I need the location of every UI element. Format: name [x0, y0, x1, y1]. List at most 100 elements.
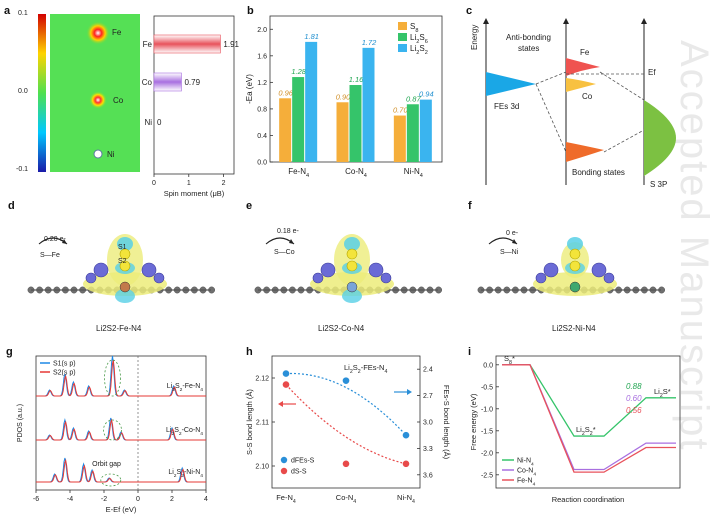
atom-s2-label: S2	[118, 258, 127, 265]
pdos-ylabel: PDOS (a.u.)	[17, 404, 24, 442]
panel-letter-b: b	[247, 5, 254, 17]
species-label-s8: S8*	[504, 354, 515, 366]
free-legend-label-1: Co-N4	[517, 468, 536, 478]
bond-right-tick-label: 3.0	[423, 420, 433, 427]
spin-bar-value-ni: 0	[157, 118, 162, 127]
panel-letter-c: c	[466, 5, 473, 17]
free-legend-label-2: Fe-N4	[517, 478, 536, 488]
pdos-legend-label-1: S2(s p)	[53, 370, 76, 377]
watermark: Accepted Manuscript	[672, 40, 710, 452]
bond-point-dfes-s-0	[282, 369, 290, 378]
sulfur-atom	[119, 248, 131, 260]
bar-ylabel: -Ea (eV)	[245, 74, 254, 104]
pdos-xlabel: E-Ef (eV)	[106, 505, 137, 514]
bond-category-label: Ni-N4	[397, 493, 415, 505]
metal-center-atom	[346, 281, 358, 293]
bar-ytick-label: 1.6	[257, 53, 267, 60]
bond-ylabel-left: S-S bond length (Å)	[245, 389, 254, 455]
bar-value-label: 1.16	[349, 75, 364, 84]
bond-legend-marker-0	[280, 456, 288, 464]
spin-bar-co	[153, 72, 182, 92]
bar-li2s2-0	[305, 41, 318, 162]
bond-point-ds-s-0	[282, 380, 290, 389]
panel-letter-f: f	[468, 200, 472, 212]
bond-left-tick-label: 2.10	[255, 464, 269, 471]
structure-ni-n4	[477, 237, 666, 296]
panel-letter-e: e	[246, 200, 253, 212]
pdos-xtick-label: 0	[136, 496, 140, 503]
bond-legend-label-1: dS-S	[291, 469, 307, 476]
pdos-xtick-label: 4	[204, 496, 208, 503]
colorbar	[38, 14, 46, 172]
bar-value-label: 0.94	[419, 90, 434, 99]
fe-level-label: Fe	[580, 48, 590, 57]
panel-letter-d: d	[8, 200, 15, 212]
pdos-trace-label: Li2S2-Fe-N4	[167, 383, 203, 393]
bar-ytick-label: 1.2	[257, 80, 267, 87]
bond-length-chart: 2.10 2.11 2.12 2.4 2.7 3.0 3.3 3.6 S-S bond leng…	[245, 355, 451, 505]
map-label-co: Co	[113, 96, 124, 105]
bar-li2s6-1	[349, 85, 362, 162]
isosurface-yellow	[334, 234, 370, 286]
bar-value-label: 1.28	[291, 67, 306, 76]
spin-bar-label-co: Co	[142, 78, 153, 87]
sulfur-atom	[119, 260, 131, 272]
species-label-li2s: Li2S*	[654, 387, 671, 399]
bond-right-tick-label: 2.4	[423, 367, 433, 374]
charge-arrow-head	[289, 239, 294, 244]
pdos-trace-label: Li2S2-Co-N4	[166, 427, 203, 437]
bond-point-ds-s-1	[342, 459, 350, 468]
orbital-diagram	[483, 18, 676, 185]
bar-value-label: 0.87	[406, 94, 421, 103]
sulfur-atom	[569, 260, 581, 272]
bar-ytick-label: 0.8	[257, 106, 267, 113]
spin-xtick-label: 0	[152, 180, 156, 187]
lithium-atom	[591, 262, 607, 278]
sulfur-atom	[569, 248, 581, 260]
bond-e: S—Co	[274, 249, 295, 256]
species-label-li2s2: Li2S2*	[576, 425, 596, 437]
bar-li2s6-0	[292, 77, 305, 162]
bar-s8-0	[279, 98, 292, 162]
charge-e: 0.18 e-	[277, 228, 299, 235]
bar-category-label: Ni-N4	[404, 167, 423, 179]
panel-letter-a: a	[4, 5, 11, 17]
isosurface-cyan	[567, 237, 583, 251]
barrier-value-0: 0.88	[626, 382, 642, 391]
structure-fe-n4	[27, 234, 216, 303]
bond-right-tick-label: 3.3	[423, 446, 433, 453]
pdos-xtick-label: -2	[101, 496, 107, 503]
free-ytick-label: -1.5	[481, 428, 493, 435]
legend-label-2: Li2S2	[410, 44, 428, 56]
colorbar-tick-bottom: -0.1	[16, 166, 29, 173]
bar-ytick-label: 2.0	[257, 27, 267, 34]
charge-arrow-head	[62, 239, 67, 244]
free-legend-label-0: Ni-N4	[517, 458, 534, 468]
bond-category-label: Co-N4	[336, 493, 357, 505]
pdos-frame	[35, 355, 207, 491]
bond-right-tick-label: 2.7	[423, 393, 433, 400]
panel-letter-i: i	[468, 346, 472, 358]
right-axis-arrowhead	[407, 389, 412, 395]
lithium-atom	[368, 262, 384, 278]
pdos-trace-label: Li2S2-Ni-N4	[168, 469, 203, 479]
bar-li2s2-1	[362, 47, 375, 162]
spin-moment-chart: Fe 1.91 Co 0.79 Ni 0 0 1 2 Spin moment (μB)	[142, 15, 240, 198]
spin-bar-label-fe: Fe	[143, 40, 153, 49]
lithium-atom	[312, 272, 324, 284]
bond-point-dfes-s-1	[342, 376, 350, 385]
bar-ytick-label: 0.0	[257, 160, 267, 167]
bond-left-tick-label: 2.12	[255, 376, 269, 383]
spin-xtick-label: 2	[222, 180, 226, 187]
bar-li2s6-2	[406, 104, 419, 162]
lithium-atom	[535, 272, 547, 284]
free-energy-path-co-n4	[502, 364, 676, 471]
panel-letter-h: h	[246, 346, 253, 358]
spin-bar-value-fe: 1.91	[223, 40, 239, 49]
bond-category-label: Fe-N4	[276, 493, 296, 505]
free-xlabel: Reaction coordination	[552, 495, 625, 504]
lithium-atom	[380, 272, 392, 284]
spin-bar-value-co: 0.79	[184, 78, 200, 87]
colorbar-tick-top: 0.1	[18, 10, 28, 17]
bond-left-tick-label: 2.11	[256, 420, 269, 427]
